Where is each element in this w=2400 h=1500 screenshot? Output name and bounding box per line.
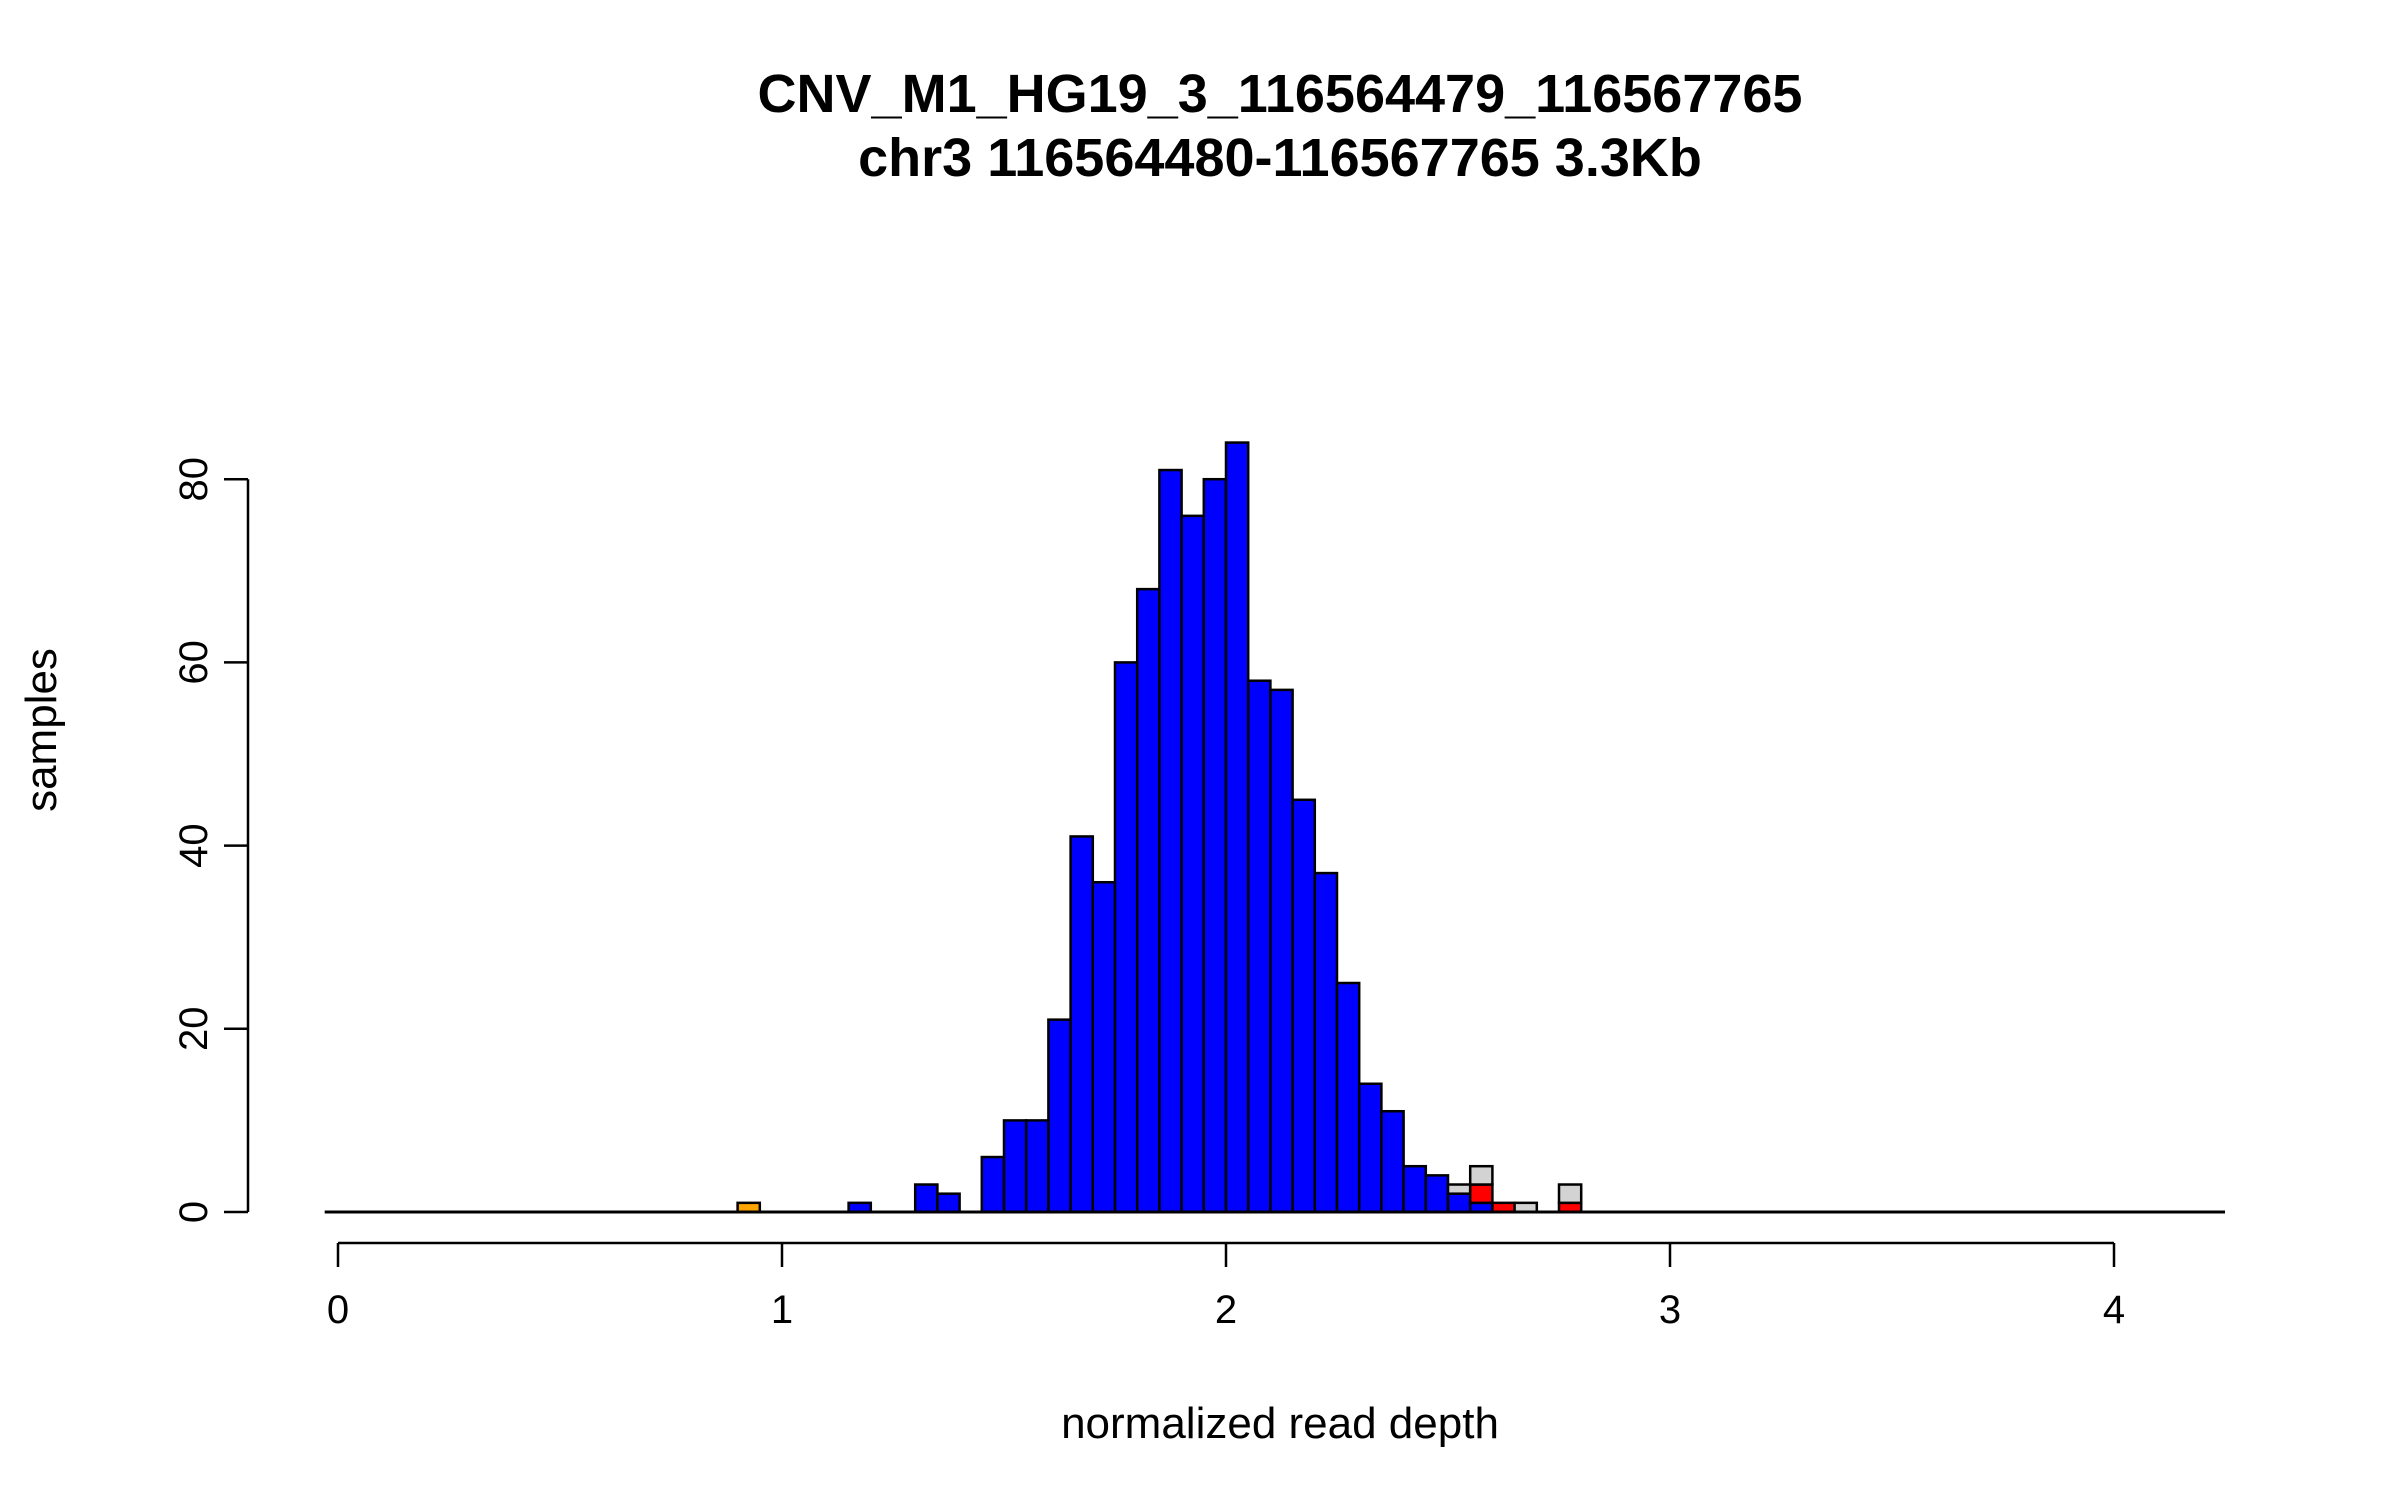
bar-blue xyxy=(1424,1174,1450,1214)
bar-blue xyxy=(936,1192,961,1214)
x-tick-label: 4 xyxy=(2103,1288,2125,1332)
bar-blue xyxy=(1158,468,1183,1214)
bar-blue xyxy=(1335,981,1361,1214)
bar-blue xyxy=(1024,1119,1050,1214)
bar-blue xyxy=(1313,871,1339,1214)
y-tick-label: 60 xyxy=(172,640,216,685)
chart-title: CNV_M1_HG19_3_116564479_116567765 xyxy=(758,64,1803,124)
bar-grey xyxy=(1557,1183,1583,1205)
bar-blue xyxy=(1091,880,1117,1214)
bar-blue xyxy=(1402,1164,1428,1214)
x-axis-label: normalized read depth xyxy=(1061,1399,1499,1448)
y-axis: 0 20 40 60 80 xyxy=(172,457,250,1223)
y-tick-label: 80 xyxy=(172,457,216,502)
bar-grey xyxy=(1468,1164,1494,1186)
chart-subtitle: chr3 116564480-116567765 3.3Kb xyxy=(858,128,1702,188)
bar-red xyxy=(1468,1183,1494,1205)
bar-blue xyxy=(980,1155,1006,1214)
bar-blue xyxy=(1069,835,1095,1214)
bar-blue xyxy=(913,1183,939,1214)
bar-blue xyxy=(1291,798,1317,1214)
bar-blue xyxy=(1135,587,1161,1214)
bar-blue xyxy=(1380,1109,1405,1214)
bar-blue xyxy=(1224,441,1250,1214)
bar-blue xyxy=(1113,661,1139,1214)
bars-group xyxy=(736,441,1583,1214)
y-tick-label: 20 xyxy=(172,1007,216,1052)
x-tick-label: 1 xyxy=(771,1288,793,1332)
bar-blue xyxy=(1180,514,1206,1214)
x-tick-label: 3 xyxy=(1659,1288,1681,1332)
y-axis-label: samples xyxy=(17,648,66,812)
x-tick-label: 0 xyxy=(327,1288,349,1332)
y-tick-label: 40 xyxy=(172,823,216,868)
bar-blue xyxy=(1047,1018,1072,1214)
x-tick-label: 2 xyxy=(1215,1288,1237,1332)
bar-blue xyxy=(1357,1082,1383,1214)
y-tick-label: 0 xyxy=(172,1201,216,1223)
bar-blue xyxy=(1446,1192,1472,1214)
bar-blue xyxy=(1246,679,1272,1214)
x-axis: 0 1 2 3 4 xyxy=(327,1241,2125,1332)
bar-blue xyxy=(1202,477,1228,1214)
bar-blue xyxy=(1269,688,1294,1214)
bar-blue xyxy=(1002,1119,1028,1214)
bar-grey xyxy=(1446,1183,1472,1195)
